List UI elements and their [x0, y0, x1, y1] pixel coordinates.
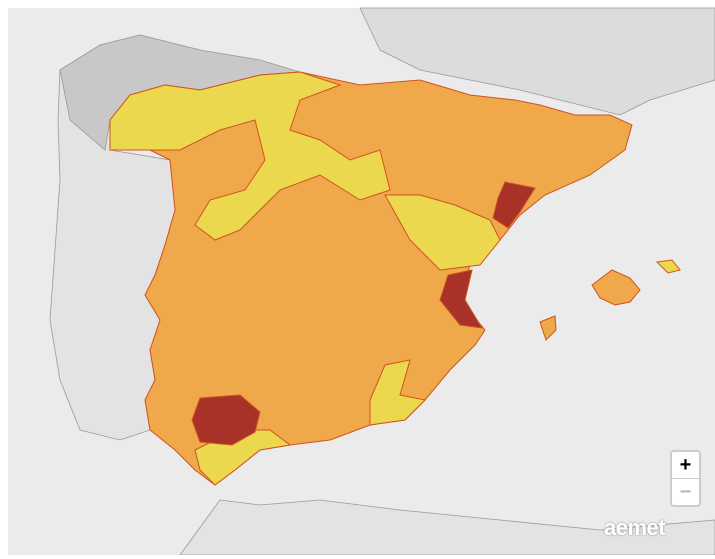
- warning-yellow: [369, 359, 427, 426]
- zoom-out[interactable]: −: [672, 478, 699, 505]
- spain: [109, 71, 633, 486]
- logo: aemet: [604, 515, 666, 540]
- warning-yellow: [384, 194, 501, 271]
- warning-red: [439, 269, 483, 329]
- warning-red: [492, 181, 536, 229]
- bottom-border: [0, 555, 715, 559]
- left-border: [0, 0, 8, 559]
- mallorca: [591, 269, 641, 306]
- africa: [179, 499, 715, 556]
- zoom-control: + −: [670, 450, 701, 507]
- ibiza: [539, 315, 557, 341]
- france: [359, 7, 715, 116]
- warning-red: [191, 394, 261, 446]
- warning-yellow: [109, 71, 391, 241]
- menorca: [655, 259, 681, 274]
- zoom-in[interactable]: +: [679, 454, 692, 476]
